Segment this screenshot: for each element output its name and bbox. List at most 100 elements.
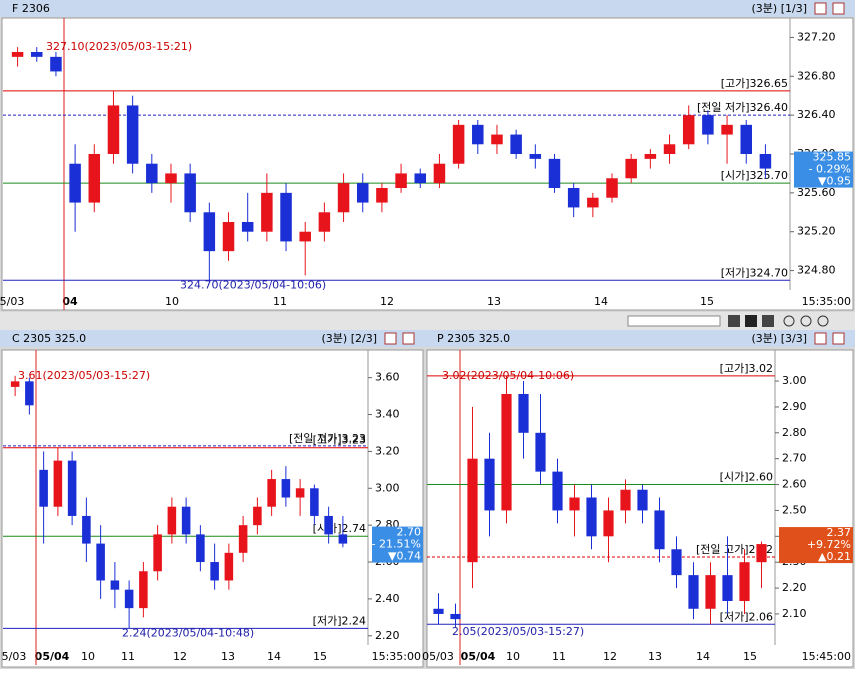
y-tick-label: 326.80 <box>797 69 836 82</box>
candle-body <box>518 393 529 433</box>
ref-label: [전일 고가]2.32 <box>696 542 773 556</box>
price-tag-diff: ▼0.95 <box>818 175 851 188</box>
candle-body <box>126 105 139 164</box>
y-tick-label: 324.80 <box>797 264 836 277</box>
price-tag-price: 325.85 <box>813 151 852 164</box>
candle-body <box>222 222 235 252</box>
title-bar <box>0 0 855 17</box>
btn-close[interactable] <box>832 2 845 15</box>
candle-body <box>338 534 348 544</box>
candle-body <box>184 173 196 213</box>
candle-body <box>181 506 191 535</box>
candle-body <box>671 549 682 576</box>
x-tick-label: 14 <box>696 650 710 663</box>
candle-body <box>491 134 503 145</box>
low-note: 2.24(2023/05/04-10:48) <box>122 626 254 639</box>
candle-body <box>82 515 91 544</box>
time-end: 15:35:00 <box>802 295 851 308</box>
candle-body <box>196 534 205 563</box>
btn-close[interactable] <box>832 332 845 345</box>
plot-area <box>1 17 854 311</box>
ref-label: [전일 저가]3.23 <box>289 431 366 445</box>
zoom-in[interactable] <box>783 315 795 327</box>
y-tick-label: 2.20 <box>375 629 400 642</box>
title-bar <box>0 330 425 347</box>
x-tick-label: 14 <box>594 295 608 308</box>
y-tick-label: 2.20 <box>782 581 807 594</box>
candle-body <box>67 460 77 516</box>
y-tick-label: 2.40 <box>375 592 400 605</box>
candle-body <box>484 458 495 511</box>
high-note: 3.61(2023/05/03-15:27) <box>18 369 150 382</box>
candle-body <box>31 52 43 57</box>
btn-config[interactable] <box>384 332 397 345</box>
ref-label: [전일 저가]326.40 <box>697 100 788 114</box>
candle-body <box>224 552 234 581</box>
panel-tag: (3분) [3/3] <box>752 332 807 345</box>
btn-stop[interactable] <box>745 315 757 327</box>
candle-body <box>740 124 752 154</box>
candle-body <box>318 212 331 232</box>
candle-body <box>88 154 101 203</box>
title-bar <box>425 330 855 347</box>
x-tick-label: 05/04 <box>461 650 496 663</box>
candle-body <box>688 575 699 609</box>
x-tick-label: 05/04 <box>35 650 70 663</box>
x-tick-label: 11 <box>552 650 566 663</box>
candle-body <box>586 497 597 537</box>
zoom-fit[interactable] <box>817 315 829 327</box>
candle-body <box>535 432 546 472</box>
high-note: 327.10(2023/05/03-15:21) <box>46 40 192 53</box>
candle-body <box>569 497 580 511</box>
y-tick-label: 2.80 <box>782 426 807 439</box>
candle-body <box>253 506 262 526</box>
candle-body <box>654 510 665 550</box>
candle-body <box>548 158 561 188</box>
btn-prev[interactable] <box>728 315 740 327</box>
candle-body <box>620 489 631 511</box>
candle-body <box>110 580 120 590</box>
price-tag <box>779 527 853 564</box>
candle-body <box>414 173 427 184</box>
scroll-bar[interactable] <box>0 312 855 330</box>
candle-body <box>510 134 522 154</box>
ref-label: [고가]3.02 <box>720 362 773 375</box>
candle-body <box>96 543 105 581</box>
candle-body <box>606 178 618 198</box>
y-tick-label: 326.40 <box>797 108 836 121</box>
zoom-out[interactable] <box>800 315 812 327</box>
btn-close[interactable] <box>402 332 415 345</box>
y-tick-label: 325.60 <box>797 186 836 199</box>
price-tag <box>794 151 853 188</box>
candle-body <box>153 534 162 572</box>
low-note: 2.05(2023/05/03-15:27) <box>452 625 584 638</box>
x-tick-label: 04 <box>62 295 78 308</box>
ref-label: [저가]324.70 <box>721 266 788 279</box>
price-tag <box>372 526 423 563</box>
ref-label: [저가]2.06 <box>720 610 773 623</box>
y-tick-label: 3.20 <box>375 444 400 457</box>
btn-config[interactable] <box>814 332 827 345</box>
candle-body <box>261 192 273 232</box>
y-tick-label: 2.10 <box>782 607 807 620</box>
panel-title: C 2305 325.0 <box>12 332 86 345</box>
candle-body <box>756 544 767 563</box>
candle-body <box>146 163 158 184</box>
x-tick-label: 5/03 <box>0 295 24 308</box>
candle-body <box>433 608 444 614</box>
candle-body <box>603 510 614 537</box>
candle-body <box>759 154 772 169</box>
btn-next[interactable] <box>762 315 774 327</box>
y-tick-label: 3.00 <box>375 481 400 494</box>
btn-config[interactable] <box>814 2 827 15</box>
scroll-track[interactable] <box>627 315 721 327</box>
candle-body <box>324 515 333 535</box>
price-tag-diff: ▼0.74 <box>388 550 421 563</box>
candle-body <box>337 183 350 213</box>
candle-body <box>395 173 407 188</box>
x-tick-label: 12 <box>173 650 187 663</box>
y-tick-label: 3.60 <box>375 371 400 384</box>
candle-body <box>663 144 676 154</box>
candle-body <box>11 52 24 57</box>
